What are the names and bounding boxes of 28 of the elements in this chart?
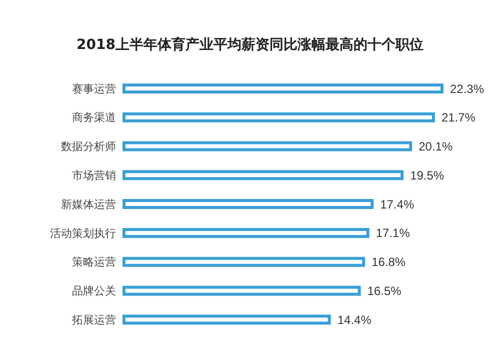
bar: [122, 228, 370, 238]
chart-title: 2018上半年体育产业平均薪资同比涨幅最高的十个职位: [76, 36, 424, 54]
bar: [122, 84, 444, 94]
y-tick-label: 赛事运营: [72, 82, 116, 96]
y-tick-label: 新媒体运营: [61, 198, 116, 211]
y-tick-label: 策略运营: [72, 256, 116, 269]
bar: [122, 170, 404, 180]
y-tick-label: 活动策划执行: [50, 226, 116, 240]
data-label: 14.4%: [337, 312, 372, 327]
y-tick-label: 市场营销: [72, 169, 116, 182]
data-label: 16.8%: [372, 255, 406, 270]
y-tick-label: 品牌公关: [72, 284, 116, 298]
bar: [122, 314, 331, 325]
bar: [122, 286, 361, 296]
data-label: 16.5%: [367, 284, 402, 298]
data-label: 17.1%: [376, 226, 410, 240]
data-label: 22.3%: [450, 82, 484, 96]
bar: [122, 256, 366, 267]
data-label: 21.7%: [441, 110, 476, 125]
y-tick-label: 商务渠道: [72, 111, 116, 124]
bar: [122, 199, 374, 210]
y-tick-label: 数据分析师: [61, 140, 116, 154]
data-label: 17.4%: [380, 197, 414, 212]
data-label: 20.1%: [418, 140, 453, 154]
data-label: 19.5%: [410, 168, 444, 182]
bar: [122, 112, 435, 122]
bar: [122, 141, 412, 152]
y-tick-label: 拓展运营: [71, 313, 116, 326]
